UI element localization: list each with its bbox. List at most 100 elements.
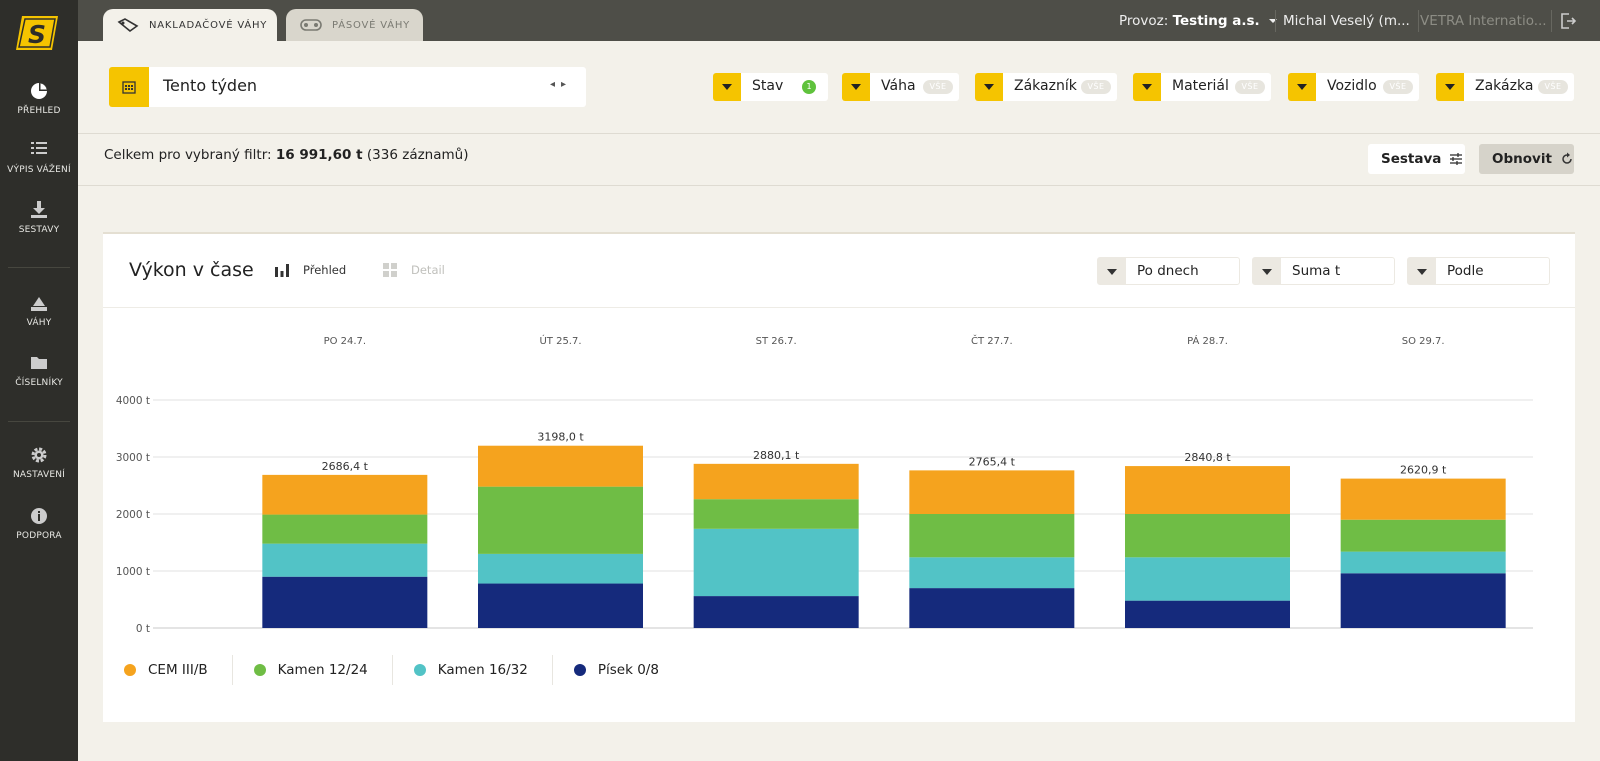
grid-icon — [383, 263, 397, 277]
bar-segment — [1125, 600, 1290, 628]
period-select[interactable]: Po dnech — [1097, 257, 1240, 285]
view-detail-label: Detail — [411, 263, 445, 277]
legend-item[interactable]: Písek 0/8 — [553, 655, 683, 685]
bar-segment — [478, 445, 643, 487]
chevron-down-icon[interactable] — [1436, 73, 1464, 101]
bar-segment — [1340, 573, 1506, 628]
refresh-icon — [1562, 152, 1572, 164]
bar-segment — [909, 588, 1075, 628]
sidebar-item-ciselniky[interactable]: ČÍSELNÍKY — [0, 352, 78, 388]
sidebar-item-vypis-vazeni[interactable]: VÝPIS VÁŽENÍ — [0, 139, 78, 175]
view-detail-button[interactable]: Detail — [381, 261, 445, 279]
bar-segment — [1340, 551, 1506, 574]
summary-prefix: Celkem pro vybraný filtr: — [104, 147, 272, 163]
calendar-icon[interactable] — [109, 67, 149, 107]
sestava-button[interactable]: Sestava — [1368, 144, 1465, 174]
chevron-down-icon[interactable] — [842, 73, 870, 101]
date-range-value: Tento týden — [163, 76, 258, 95]
user-name: Michal Veselý (m... — [1283, 12, 1410, 29]
obnovit-button[interactable]: Obnovit — [1479, 144, 1574, 174]
view-prehled-label: Přehled — [303, 263, 347, 277]
provoz-selector[interactable]: Provoz: Testing a.s. — [1119, 0, 1280, 41]
tab-nakladacove-vahy[interactable]: NAKLADAČOVÉ VÁHY — [103, 9, 277, 41]
folder-icon — [31, 357, 47, 369]
filter-vaha[interactable]: Váha VŠE — [842, 73, 959, 101]
select-value: Podle — [1447, 263, 1484, 279]
sidebar-item-label: ČÍSELNÍKY — [15, 378, 63, 388]
y-tick-label: 1000 t — [116, 566, 150, 578]
filter-vozidlo[interactable]: Vozidlo VŠE — [1288, 73, 1419, 101]
x-category-label: ST 26.7. — [756, 336, 797, 347]
legend-dot — [124, 664, 136, 676]
legend-label: Písek 0/8 — [597, 662, 659, 678]
bar-segment — [262, 474, 428, 515]
legend-item[interactable]: CEM III/B — [103, 655, 233, 685]
legend-dot — [413, 664, 426, 676]
chevron-down-icon[interactable] — [713, 73, 741, 101]
filter-label: Vozidlo — [1327, 78, 1377, 94]
logo[interactable]: S — [16, 16, 58, 50]
legend-item[interactable]: Kamen 16/32 — [393, 655, 553, 685]
chevron-down-icon[interactable] — [1253, 258, 1281, 284]
bar-segment — [693, 499, 859, 529]
filter-label: Materiál — [1172, 78, 1229, 94]
user-menu[interactable]: Michal Veselý (m... — [1283, 0, 1410, 41]
sidebar-item-sestavy[interactable]: SESTAVY — [0, 199, 78, 235]
bar-segment — [478, 553, 643, 584]
view-prehled-button[interactable]: Přehled — [273, 261, 346, 279]
sidebar-item-label: VÁHY — [26, 318, 52, 328]
legend-label: Kamen 16/32 — [437, 662, 528, 678]
obnovit-label: Obnovit — [1492, 151, 1552, 167]
sidebar-item-nastaveni[interactable]: NASTAVENÍ — [0, 444, 78, 480]
bar-total-label: 2620,9 t — [1400, 464, 1447, 477]
filter-label: Zakázka — [1475, 78, 1534, 94]
logout-icon[interactable] — [1558, 11, 1578, 31]
bar-segment — [1340, 519, 1506, 552]
bar-total-label: 2880,1 t — [753, 449, 800, 462]
sidebar-item-podpora[interactable]: PODPORA — [0, 505, 78, 541]
chevron-down-icon[interactable] — [1133, 73, 1161, 101]
x-category-label: ÚT 25.7. — [539, 334, 581, 347]
provoz-label: Provoz: — [1119, 12, 1169, 29]
sidebar-divider — [8, 267, 70, 268]
bar-segment — [693, 463, 859, 500]
legend-item[interactable]: Kamen 12/24 — [233, 655, 393, 685]
chevron-down-icon — [1268, 18, 1277, 23]
bar-total-label: 2686,4 t — [322, 460, 369, 473]
bar-segment — [909, 470, 1075, 514]
tab-pasove-vahy[interactable]: PÁSOVÉ VÁHY — [286, 9, 423, 41]
chevron-down-icon[interactable] — [1098, 258, 1126, 284]
filter-zakaznik[interactable]: Zákazník VŠE — [975, 73, 1117, 101]
chevron-down-icon[interactable] — [1288, 73, 1316, 101]
loader-icon — [117, 18, 139, 33]
legend-dot — [253, 664, 266, 676]
filter-summary: Celkem pro vybraný filtr: 16 991,60 t (3… — [104, 147, 468, 163]
bar-segment — [1125, 466, 1290, 514]
chevron-down-icon[interactable] — [975, 73, 1003, 101]
divider — [78, 133, 1600, 134]
filter-label: Stav — [752, 78, 784, 94]
sestava-label: Sestava — [1381, 151, 1442, 167]
filter-badge: VŠE — [923, 80, 953, 94]
aggregation-select[interactable]: Suma t — [1252, 257, 1395, 285]
bar-segment — [262, 514, 428, 544]
divider — [78, 185, 1600, 186]
filter-zakazka[interactable]: Zakázka VŠE — [1436, 73, 1574, 101]
filter-badge: VŠE — [1383, 80, 1413, 94]
filter-stav[interactable]: Stav 1 — [713, 73, 828, 101]
sidebar-item-label: VÝPIS VÁŽENÍ — [7, 165, 71, 175]
company-name[interactable]: VETRA Internatio... — [1420, 0, 1547, 41]
bar-segment — [478, 486, 643, 554]
sidebar-item-vahy[interactable]: VÁHY — [0, 292, 78, 328]
bar-segment — [693, 528, 859, 597]
date-nav-arrows[interactable]: ◂▸ — [549, 79, 572, 90]
group-by-select[interactable]: Podle — [1407, 257, 1550, 285]
bar-segment — [1125, 514, 1290, 558]
filter-material[interactable]: Materiál VŠE — [1133, 73, 1271, 101]
conveyor-icon — [300, 19, 322, 31]
sidebar-item-prehled[interactable]: PŘEHLED — [0, 80, 78, 116]
sidebar-item-label: PODPORA — [16, 531, 62, 541]
chevron-down-icon[interactable] — [1408, 258, 1436, 284]
logo-letter: S — [28, 20, 46, 49]
date-range-picker[interactable]: Tento týden ◂▸ — [109, 67, 586, 107]
